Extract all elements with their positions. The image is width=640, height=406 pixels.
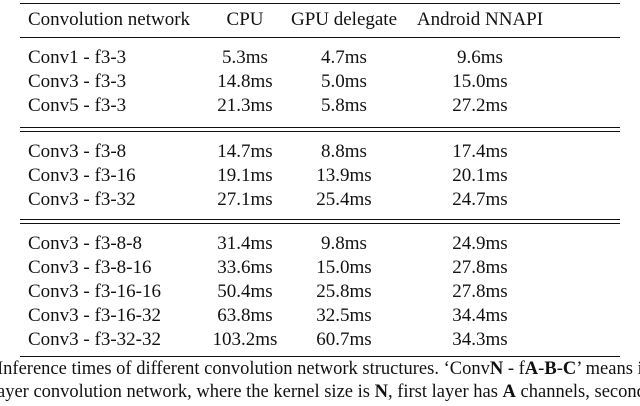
- cpu-cell: 103.2ms: [212, 329, 278, 350]
- network-cell: Conv3 - f3-3: [28, 71, 127, 92]
- nnapi-cell: 34.4ms: [452, 305, 508, 326]
- cpu-cell: 63.8ms: [217, 305, 273, 326]
- gpu-cell: 13.9ms: [316, 165, 372, 186]
- nnapi-cell: 24.7ms: [452, 189, 508, 210]
- gpu-cell: 8.8ms: [321, 141, 367, 162]
- gpu-cell: 25.8ms: [316, 281, 372, 302]
- nnapi-cell: 17.4ms: [452, 141, 508, 162]
- nnapi-cell: 27.8ms: [452, 257, 508, 278]
- gpu-cell: 25.4ms: [316, 189, 372, 210]
- bottom-rule: [20, 356, 620, 357]
- caption-line-2: ayer convolution network, where the kern…: [0, 382, 640, 402]
- nnapi-cell: 34.3ms: [452, 329, 508, 350]
- network-cell: Conv3 - f3-32-32: [28, 329, 161, 350]
- nnapi-cell: 27.8ms: [452, 281, 508, 302]
- group-divider-rule: [20, 127, 620, 128]
- network-cell: Conv3 - f3-32: [28, 189, 136, 210]
- gpu-cell: 9.8ms: [321, 233, 367, 254]
- table-row: Conv3 - f3-3 14.8ms 5.0ms 15.0ms: [0, 70, 640, 94]
- network-cell: Conv3 - f3-16-32: [28, 305, 161, 326]
- gpu-cell: 15.0ms: [316, 257, 372, 278]
- gpu-cell: 32.5ms: [316, 305, 372, 326]
- nnapi-cell: 24.9ms: [452, 233, 508, 254]
- table-row: Conv5 - f3-3 21.3ms 5.8ms 27.2ms: [0, 94, 640, 118]
- cpu-cell: 33.6ms: [217, 257, 273, 278]
- group-divider-rule: [20, 223, 620, 224]
- network-cell: Conv1 - f3-3: [28, 47, 127, 68]
- table-row: Conv3 - f3-16-16 50.4ms 25.8ms 27.8ms: [0, 280, 640, 304]
- header-cpu: CPU: [226, 9, 264, 30]
- gpu-cell: 5.8ms: [321, 95, 367, 116]
- header-row: Convolution network CPU GPU delegate And…: [0, 8, 640, 32]
- table-row: Conv3 - f3-8-8 31.4ms 9.8ms 24.9ms: [0, 232, 640, 256]
- cpu-cell: 14.8ms: [217, 71, 273, 92]
- header-network: Convolution network: [28, 9, 191, 30]
- header-nnapi: Android NNAPI: [416, 9, 544, 30]
- network-cell: Conv3 - f3-16: [28, 165, 136, 186]
- cpu-cell: 14.7ms: [217, 141, 273, 162]
- nnapi-cell: 20.1ms: [452, 165, 508, 186]
- nnapi-cell: 27.2ms: [452, 95, 508, 116]
- cpu-cell: 5.3ms: [222, 47, 268, 68]
- cpu-cell: 19.1ms: [217, 165, 273, 186]
- network-cell: Conv3 - f3-8-16: [28, 257, 152, 278]
- gpu-cell: 5.0ms: [321, 71, 367, 92]
- gpu-cell: 4.7ms: [321, 47, 367, 68]
- table-row: Conv3 - f3-32 27.1ms 25.4ms 24.7ms: [0, 188, 640, 212]
- group-divider-rule: [20, 131, 620, 132]
- nnapi-cell: 9.6ms: [457, 47, 503, 68]
- header-rule: [20, 37, 620, 38]
- cpu-cell: 27.1ms: [217, 189, 273, 210]
- caption-line-1: Inference times of different convolution…: [0, 359, 640, 379]
- group-divider-rule: [20, 219, 620, 220]
- network-cell: Conv3 - f3-16-16: [28, 281, 161, 302]
- cpu-cell: 21.3ms: [217, 95, 273, 116]
- table-caption: Inference times of different convolution…: [0, 358, 640, 404]
- table-row: Conv3 - f3-16-32 63.8ms 32.5ms 34.4ms: [0, 304, 640, 328]
- network-cell: Conv3 - f3-8: [28, 141, 127, 162]
- cpu-cell: 31.4ms: [217, 233, 273, 254]
- table-row: Conv3 - f3-8 14.7ms 8.8ms 17.4ms: [0, 140, 640, 164]
- network-cell: Conv3 - f3-8-8: [28, 233, 142, 254]
- table-row: Conv1 - f3-3 5.3ms 4.7ms 9.6ms: [0, 46, 640, 70]
- cpu-cell: 50.4ms: [217, 281, 273, 302]
- header-gpu: GPU delegate: [290, 9, 398, 30]
- table-row: Conv3 - f3-16 19.1ms 13.9ms 20.1ms: [0, 164, 640, 188]
- table-row: Conv3 - f3-32-32 103.2ms 60.7ms 34.3ms: [0, 328, 640, 352]
- nnapi-cell: 15.0ms: [452, 71, 508, 92]
- table-row: Conv3 - f3-8-16 33.6ms 15.0ms 27.8ms: [0, 256, 640, 280]
- top-rule: [20, 3, 620, 4]
- network-cell: Conv5 - f3-3: [28, 95, 127, 116]
- gpu-cell: 60.7ms: [316, 329, 372, 350]
